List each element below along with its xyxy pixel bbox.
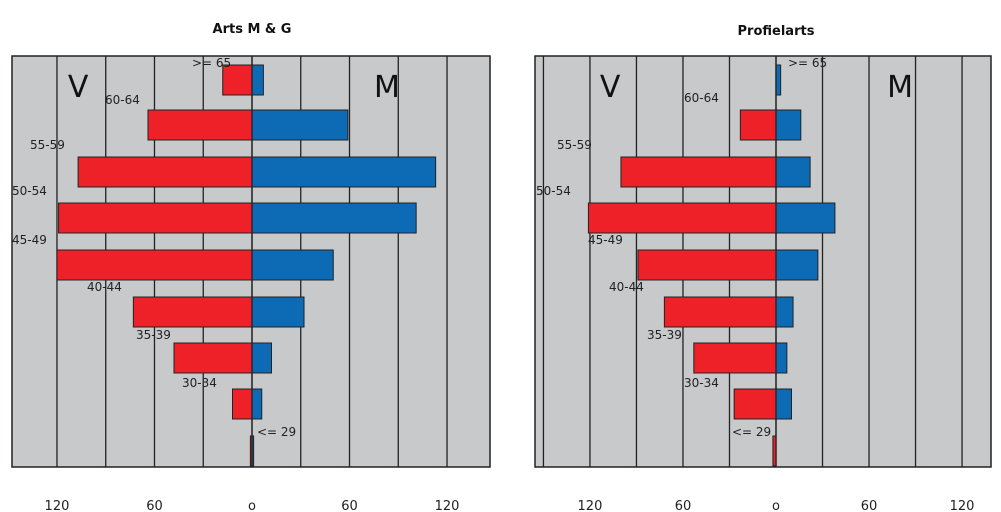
- category-label: 50-54: [12, 184, 47, 198]
- bar-female: [77, 156, 253, 188]
- x-tick-label: 120: [578, 499, 603, 512]
- category-label: 55-59: [557, 138, 592, 152]
- female-label: V: [68, 70, 89, 105]
- bar-male: [775, 342, 788, 374]
- bar-male: [251, 109, 349, 141]
- bar-female: [693, 342, 777, 374]
- bar-male: [775, 296, 794, 328]
- x-tick-label: 60: [146, 499, 163, 512]
- category-label: 40-44: [87, 280, 122, 294]
- bar-male: [251, 249, 334, 281]
- male-label: M: [887, 70, 913, 105]
- category-label: 50-54: [536, 184, 571, 198]
- category-label: >= 65: [788, 56, 827, 70]
- category-label: 35-39: [136, 328, 171, 342]
- bar-female: [663, 296, 777, 328]
- x-tick-label: 60: [861, 499, 878, 512]
- x-tick-label: o: [248, 499, 256, 512]
- x-tick-label: 60: [675, 499, 692, 512]
- chart-panel-2: Profielarts V M >= 65 60-64 55-59 50-54 45-49 40…: [534, 24, 992, 512]
- bar-male: [775, 202, 836, 234]
- bar-female: [58, 202, 253, 234]
- bar-male: [775, 109, 802, 141]
- x-tick-label: 120: [950, 499, 975, 512]
- bar-female: [56, 249, 253, 281]
- bar-female: [222, 64, 253, 96]
- bar-female: [231, 388, 253, 420]
- x-tick-label: 60: [341, 499, 358, 512]
- category-label: 55-59: [30, 138, 65, 152]
- bar-male: [251, 342, 273, 374]
- category-label: 30-34: [182, 376, 217, 390]
- x-tick-label: 120: [435, 499, 460, 512]
- category-label: <= 29: [732, 425, 771, 439]
- bar-male: [251, 156, 437, 188]
- bar-female: [637, 249, 777, 281]
- category-label: <= 29: [257, 425, 296, 439]
- chart-title: Arts M & G: [213, 22, 292, 37]
- bar-male: [775, 64, 782, 96]
- bar-female: [173, 342, 253, 374]
- category-label: 45-49: [12, 233, 47, 247]
- category-label: 30-34: [684, 376, 719, 390]
- category-label: 40-44: [609, 280, 644, 294]
- bar-female: [132, 296, 253, 328]
- bar-female: [147, 109, 253, 141]
- bar-male: [251, 64, 264, 96]
- chart-panel-1: Arts M & G V M >= 65 60-64 55-59 50-54 45-49 40-…: [11, 22, 491, 512]
- bar-male: [775, 156, 811, 188]
- category-label: >= 65: [192, 56, 231, 70]
- bar-male: [775, 249, 819, 281]
- bar-male: [251, 296, 305, 328]
- bar-female: [733, 388, 777, 420]
- bar-female: [620, 156, 777, 188]
- category-label: 60-64: [684, 91, 719, 105]
- bar-male: [251, 388, 263, 420]
- x-tick-label: 120: [45, 499, 70, 512]
- chart-title: Profielarts: [738, 24, 815, 39]
- bar-female: [739, 109, 777, 141]
- x-tick-label: o: [772, 499, 780, 512]
- category-label: 60-64: [105, 93, 140, 107]
- bar-female: [587, 202, 777, 234]
- bar-male: [251, 202, 417, 234]
- category-label: 45-49: [588, 233, 623, 247]
- male-label: M: [374, 70, 400, 105]
- bar-male: [775, 388, 793, 420]
- category-label: 35-39: [647, 328, 682, 342]
- female-label: V: [600, 70, 621, 105]
